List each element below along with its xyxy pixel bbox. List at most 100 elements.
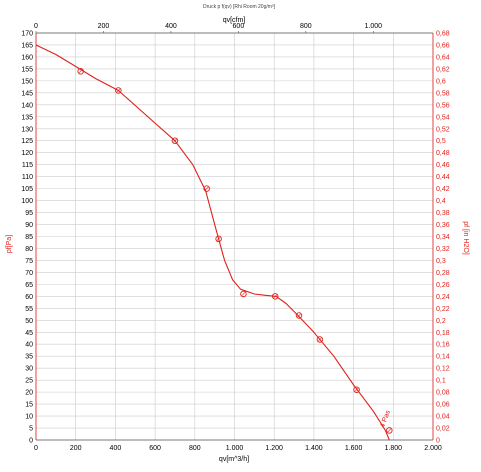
y2-tick-label: 0,2: [436, 318, 446, 325]
data-point-mark: [297, 313, 301, 318]
y-tick-label: 80: [25, 246, 33, 253]
data-point-ring: [316, 336, 324, 343]
y2-tick-label: 0,38: [436, 210, 450, 217]
data-point-ring: [353, 386, 360, 393]
x2-tick-label: 600: [233, 23, 245, 30]
data-point: [203, 185, 210, 192]
y-tick-label: 35: [25, 354, 33, 361]
data-point-mark: [354, 387, 359, 392]
y-tick-label: 85: [25, 234, 33, 241]
y-tick-label: 140: [21, 102, 33, 109]
y2-tick-label: 0,5: [436, 138, 446, 145]
y2-tick-label: 0,1: [436, 378, 446, 385]
y-tick-label: 75: [25, 258, 33, 265]
data-point-mark: [273, 294, 278, 299]
data-point-ring: [215, 235, 222, 243]
y2-tick-label: 0,14: [436, 354, 450, 361]
x-tick-label: 600: [149, 445, 161, 452]
y2-tick-label: 0,4: [436, 198, 446, 205]
data-point-mark: [116, 88, 121, 93]
series-line: [35, 44, 390, 441]
y2-tick-label: 0,06: [436, 402, 450, 409]
y-tick-label: 115: [22, 162, 33, 169]
data-point-ring: [77, 68, 84, 75]
data-point-mark: [173, 138, 177, 143]
y2-tick-label: 0,42: [436, 186, 450, 193]
y-tick-label: 50: [25, 318, 33, 325]
y2-tick-label: 0,24: [436, 294, 450, 301]
y2-tick-label: 0,22: [436, 306, 450, 313]
y-tick-label: 100: [21, 198, 33, 205]
data-point: [240, 290, 247, 298]
y2-tick-label: 0,32: [436, 246, 450, 253]
y2-tick-label: 0,54: [436, 114, 450, 121]
y2-tick-label: 0: [436, 438, 440, 445]
y-tick-label: 105: [21, 186, 33, 193]
y-tick-label: 60: [25, 294, 33, 301]
y2-tick-label: 0,48: [436, 150, 450, 157]
y-tick-label: 170: [21, 31, 33, 38]
data-point: [316, 336, 324, 343]
axes: [35, 31, 434, 441]
y-tick-label: 55: [25, 306, 33, 313]
y-tick-label: 120: [21, 150, 33, 157]
y-tick-label: 110: [22, 174, 33, 181]
y-tick-label: 135: [21, 114, 33, 121]
y2-tick-label: 0,28: [436, 270, 450, 277]
y-tick-label: 150: [21, 78, 33, 85]
y-tick-label: 10: [25, 414, 33, 421]
y-tick-label: 30: [25, 366, 33, 373]
x2-tick-label: 0: [34, 23, 38, 30]
data-point: [77, 68, 84, 75]
x-tick-label: 1.200: [265, 445, 283, 452]
grid: [35, 32, 434, 441]
y2-tick-label: 0,36: [436, 222, 450, 229]
y-tick-label: 5: [29, 426, 33, 433]
data-point-ring: [203, 185, 210, 192]
data-point-ring: [386, 427, 393, 434]
y2-tick-label: 0,68: [436, 31, 450, 38]
y2-tick-label: 0,66: [436, 42, 450, 49]
y2-tick-label: 0,26: [436, 282, 450, 289]
y2-tick-label: 0,58: [436, 90, 450, 97]
x-tick-label: 2.000: [424, 445, 442, 452]
x2-axis-title: qv[cfm]: [223, 17, 246, 24]
data-point-ring: [271, 293, 279, 300]
y-tick-label: 165: [21, 42, 33, 49]
y2-tick-label: 0,62: [436, 66, 450, 73]
y-tick-label: 45: [25, 330, 33, 337]
y2-tick-label: 0,44: [436, 174, 450, 181]
y2-tick-label: 0,56: [436, 102, 450, 109]
y-tick-label: 25: [25, 378, 33, 385]
data-point-mark: [241, 292, 246, 296]
x-tick-label: 200: [70, 445, 82, 452]
data-point-mark: [318, 337, 322, 342]
data-point: [215, 235, 222, 243]
y2-tick-label: 0,02: [436, 426, 450, 433]
y-tick-label: 125: [21, 138, 33, 145]
x-tick-label: 1.000: [226, 445, 244, 452]
x2-tick-label: 200: [98, 23, 110, 30]
y-tick-label: 90: [25, 222, 33, 229]
y-tick-label: 20: [25, 390, 33, 397]
data-point-ring: [295, 312, 303, 319]
data-point: [386, 427, 393, 434]
x-tick-label: 1.800: [385, 445, 403, 452]
y-tick-label: 130: [21, 126, 33, 133]
data-point: [115, 87, 122, 94]
y2-tick-label: 0,3: [436, 258, 446, 265]
y2-axis-title: pf [in H2O]: [462, 221, 469, 255]
data-point: [271, 293, 279, 300]
y2-tick-label: 0,18: [436, 330, 450, 337]
data-point-mark: [78, 69, 83, 74]
data-point-mark: [216, 237, 221, 241]
data-point-mark: [387, 428, 392, 433]
y-tick-label: 70: [25, 270, 33, 277]
data-point-mark: [204, 186, 209, 191]
y-tick-label: 15: [25, 402, 33, 409]
y2-tick-label: 0,64: [436, 54, 450, 61]
series-group: [35, 44, 393, 441]
y2-tick-label: 0,34: [436, 234, 450, 241]
y-tick-label: 0: [29, 438, 33, 445]
